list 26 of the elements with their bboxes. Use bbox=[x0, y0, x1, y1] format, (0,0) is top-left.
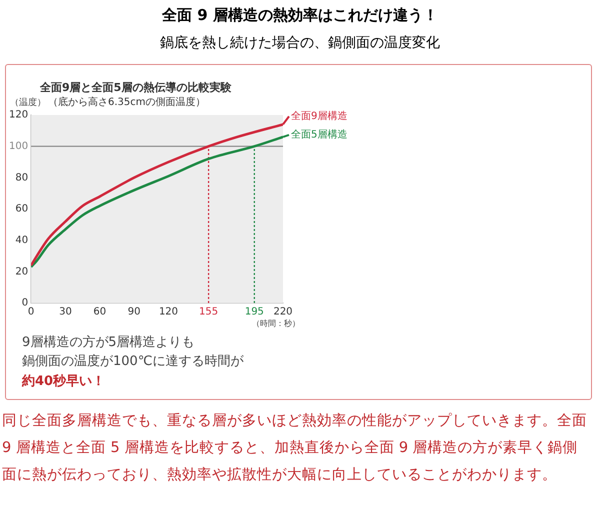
text: 鍋側面の温度が100℃に達する時間が bbox=[22, 353, 244, 370]
x-tick-label: 155 bbox=[199, 306, 218, 318]
y-tick-label: 0 bbox=[22, 298, 28, 309]
y-tick-label: 80 bbox=[15, 172, 28, 184]
x-axis-title: （時間：秒） bbox=[252, 318, 300, 329]
text: 約40秒早い！ bbox=[22, 373, 106, 390]
y-tick-label: 120 bbox=[8, 110, 28, 121]
legend-label: 全面9層構造 bbox=[291, 110, 348, 122]
text: 全面9層と全面5層の熱伝導の比較実験 bbox=[40, 80, 232, 95]
x-tick-label: 60 bbox=[93, 306, 106, 318]
text: （底から高さ6.35cmの側面温度） bbox=[48, 96, 206, 109]
x-tick-label: 120 bbox=[158, 306, 178, 318]
x-tick-label: 195 bbox=[244, 306, 264, 318]
legend-label: 全面5層構造 bbox=[291, 128, 348, 141]
y-tick-label: 20 bbox=[15, 266, 28, 278]
y-tick-label: 100 bbox=[8, 140, 28, 152]
y-tick-label: 40 bbox=[15, 234, 28, 246]
x-tick-label: 30 bbox=[59, 306, 72, 318]
x-tick-label: 90 bbox=[128, 306, 141, 318]
y-tick-label: 60 bbox=[15, 204, 28, 215]
text: 同じ全面多層構造でも、重なる層が多いほど熱効率の性能がアップしていきます。全面 9 層構造と全面 5 層構造を比較すると、加熱直後から全面 9 層構造の方が素早く鍋側面に熱が伝わっており、熱効率や拡散性が大幅に向上していることがわかります。 bbox=[2, 412, 588, 485]
y-axis-title: （温度） bbox=[10, 96, 46, 109]
x-tick-label: 220 bbox=[273, 306, 293, 318]
text: 9層構造の方が5層構造よりも bbox=[22, 334, 195, 351]
chart-subtitle: 鍋底を熱し続けた場合の、鍋側面の温度変化 bbox=[159, 34, 441, 52]
chart-title: 全面 9 層構造の熱効率はこれだけ違う！ bbox=[160, 6, 439, 25]
